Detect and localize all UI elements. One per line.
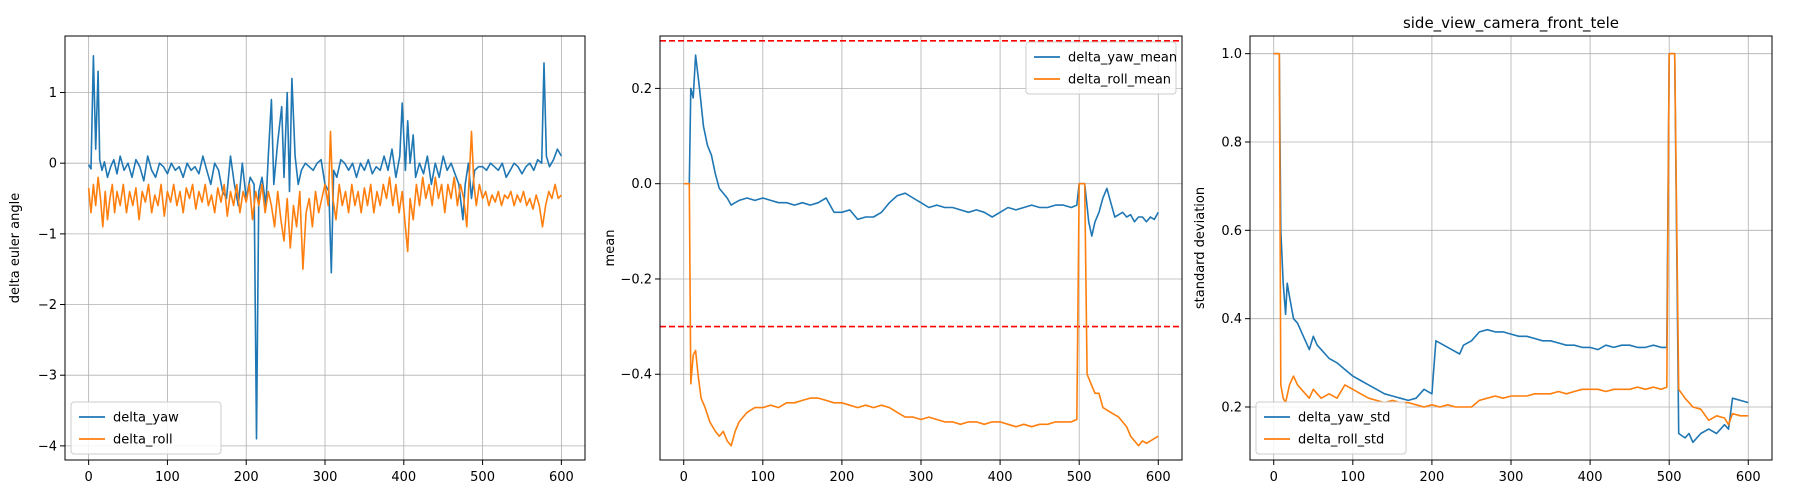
legend: delta_yaw_mean delta_roll_mean xyxy=(1025,41,1177,95)
series-line-delta_roll_mean xyxy=(683,182,1159,447)
plot-frame xyxy=(64,35,586,461)
x-tick-label: 300 xyxy=(909,470,934,485)
series-line-delta_yaw_mean xyxy=(688,54,1159,237)
x-tick-label: 300 xyxy=(1499,470,1524,485)
x-tick-label: 600 xyxy=(1736,470,1761,485)
legend-entry: delta_yaw xyxy=(113,411,179,426)
chart-panel-3: 0 100 200 300 400 500 600 0.2 0.4 0.6 0.8 1.0 standa… xyxy=(1193,14,1773,485)
legend-entry: delta_roll_std xyxy=(1298,433,1384,448)
y-tick-label: −3 xyxy=(38,369,57,384)
x-tick-label: 400 xyxy=(1578,470,1603,485)
y-tick-label: −1 xyxy=(38,227,57,242)
legend: delta_yaw_std delta_roll_std xyxy=(1255,401,1407,455)
x-tick-label: 100 xyxy=(1340,470,1365,485)
y-axis-label: delta euler angle xyxy=(8,193,23,303)
y-tick-label: 0.2 xyxy=(1221,401,1242,416)
x-tick-label: 500 xyxy=(1657,470,1682,485)
y-tick-label: −0.2 xyxy=(620,272,652,287)
legend-box xyxy=(1255,401,1407,455)
y-tick-label: 0 xyxy=(49,157,57,172)
y-tick-label: 0.2 xyxy=(631,82,652,97)
y-tick-label: 0.4 xyxy=(1221,312,1242,327)
y-tick-label: 0.8 xyxy=(1221,136,1242,151)
y-tick-label: −0.4 xyxy=(620,368,652,383)
chart-panel-1: 0 100 200 300 400 500 600 −4 −3 −2 −1 0 1 delta euler… xyxy=(8,35,586,485)
y-tick-label: 1 xyxy=(49,86,57,101)
x-tick-label: 500 xyxy=(470,470,495,485)
x-tick-label: 200 xyxy=(1419,470,1444,485)
x-tick-label: 400 xyxy=(391,470,416,485)
legend-box xyxy=(1025,41,1177,95)
x-tick-label: 200 xyxy=(829,470,854,485)
x-tick-label: 0 xyxy=(84,470,92,485)
y-tick-label: 0.6 xyxy=(1221,224,1242,239)
y-tick-label: 1.0 xyxy=(1221,47,1242,62)
legend: delta_yaw delta_roll xyxy=(70,401,222,455)
y-tick-label: 0.0 xyxy=(631,177,652,192)
x-tick-label: 500 xyxy=(1067,470,1092,485)
x-tick-label: 100 xyxy=(155,470,180,485)
chart-panel-2: 0 100 200 300 400 500 600 −0.4 −0.2 0.0 0.2 mean del… xyxy=(603,35,1183,485)
x-tick-label: 100 xyxy=(750,470,775,485)
y-axis-label: standard deviation xyxy=(1193,187,1208,309)
series-line-delta_roll xyxy=(87,130,562,270)
plot-frame xyxy=(1249,35,1773,461)
legend-box xyxy=(70,401,222,455)
x-tick-label: 0 xyxy=(680,470,688,485)
x-tick-label: 600 xyxy=(549,470,574,485)
plot-frame xyxy=(659,35,1183,461)
legend-entry: delta_yaw_mean xyxy=(1068,51,1177,66)
legend-entry: delta_roll_mean xyxy=(1068,73,1171,88)
x-tick-label: 300 xyxy=(313,470,338,485)
series-line-delta_yaw xyxy=(87,55,563,440)
x-tick-label: 600 xyxy=(1146,470,1171,485)
y-tick-label: −2 xyxy=(38,298,57,313)
y-axis-label: mean xyxy=(603,230,618,267)
y-tick-label: −4 xyxy=(38,439,57,454)
legend-entry: delta_yaw_std xyxy=(1298,411,1390,426)
legend-entry: delta_roll xyxy=(113,433,173,448)
x-tick-label: 200 xyxy=(234,470,259,485)
x-tick-label: 400 xyxy=(988,470,1013,485)
x-tick-label: 0 xyxy=(1270,470,1278,485)
chart-title: side_view_camera_front_tele xyxy=(1403,14,1619,33)
series-line-delta_roll_std xyxy=(1273,52,1749,426)
